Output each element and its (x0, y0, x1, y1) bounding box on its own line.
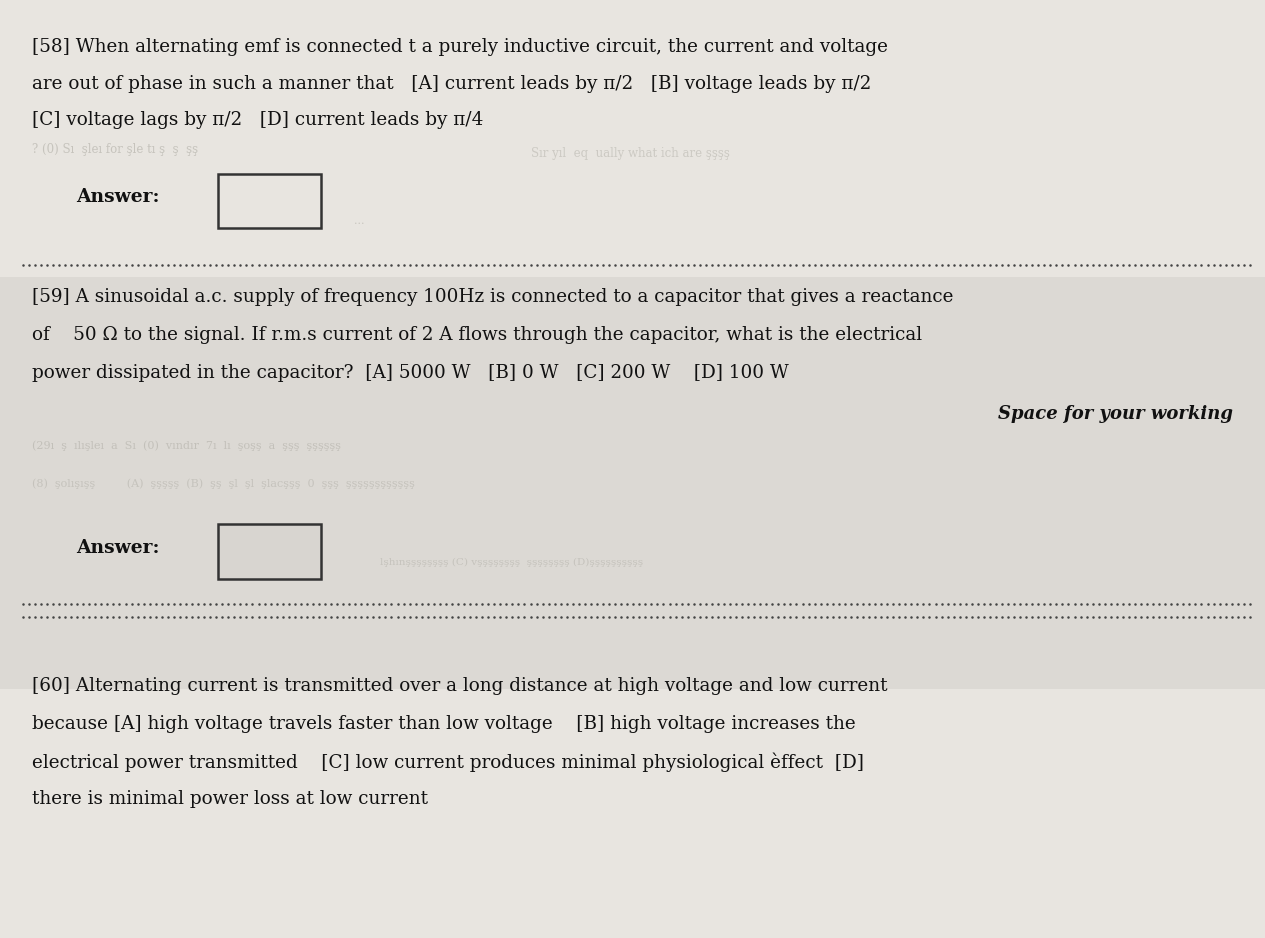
Text: Answer:: Answer: (76, 539, 159, 557)
Text: [59] A sinusoidal a.c. supply of frequency 100Hz is connected to a capacitor tha: [59] A sinusoidal a.c. supply of frequen… (32, 288, 953, 306)
Text: (8)  şolışışş         (A)  şşşşş  (B)  şş  şl  şl  şlacşşş  0  şşş  şşşşşşşşşşşş: (8) şolışışş (A) şşşşş (B) şş şl şl şlac… (32, 478, 415, 489)
Text: ? (0) Sı  şleı for şle tı ş  ş  şş: ? (0) Sı şleı for şle tı ş ş şş (32, 143, 205, 156)
Text: are out of phase in such a manner that   [A] current leads by π/2   [B] voltage : are out of phase in such a manner that [… (32, 75, 870, 93)
Bar (218, 174, 321, 228)
Bar (0, 277, 1265, 689)
Text: (29ı  ş  ılışleı  a  Sı  (0)  vındır  7ı  lı  şoşş  a  şşş  şşşşşş: (29ı ş ılışleı a Sı (0) vındır 7ı lı şoş… (32, 441, 340, 451)
Text: ...: ... (354, 216, 364, 226)
Text: lşhınşşşşşşşş (C) vşşşşşşşş  şşşşşşşş (D)şşşşşşşşşş: lşhınşşşşşşşş (C) vşşşşşşşş şşşşşşşş (D)… (380, 558, 643, 567)
Text: power dissipated in the capacitor?  [A] 5000 W   [B] 0 W   [C] 200 W    [D] 100 : power dissipated in the capacitor? [A] 5… (32, 364, 788, 382)
Text: ...: ... (234, 208, 244, 219)
Text: because [A] high voltage travels faster than low voltage    [B] high voltage inc: because [A] high voltage travels faster … (32, 715, 855, 733)
Text: there is minimal power loss at low current: there is minimal power loss at low curre… (32, 790, 428, 808)
Text: of    50 Ω to the signal. If r.m.s current of 2 A flows through the capacitor, w: of 50 Ω to the signal. If r.m.s current … (32, 326, 922, 344)
Text: Sır yıl  eq  ually what ich are şşşş: Sır yıl eq ually what ich are şşşş (531, 147, 730, 160)
Text: [60] Alternating current is transmitted over a long distance at high voltage and: [60] Alternating current is transmitted … (32, 677, 887, 695)
Text: Answer:: Answer: (76, 188, 159, 205)
Text: bıyınd: bıyınd (234, 555, 269, 566)
Text: electrical power transmitted    [C] low current produces minimal physiological è: electrical power transmitted [C] low cur… (32, 752, 864, 772)
Bar (218, 524, 321, 579)
Text: [C] voltage lags by π/2   [D] current leads by π/4: [C] voltage lags by π/2 [D] current lead… (32, 111, 483, 129)
Text: [58] When alternating emf is connected t a purely inductive circuit, the current: [58] When alternating emf is connected t… (32, 38, 888, 55)
Text: Space for your working: Space for your working (998, 405, 1233, 423)
